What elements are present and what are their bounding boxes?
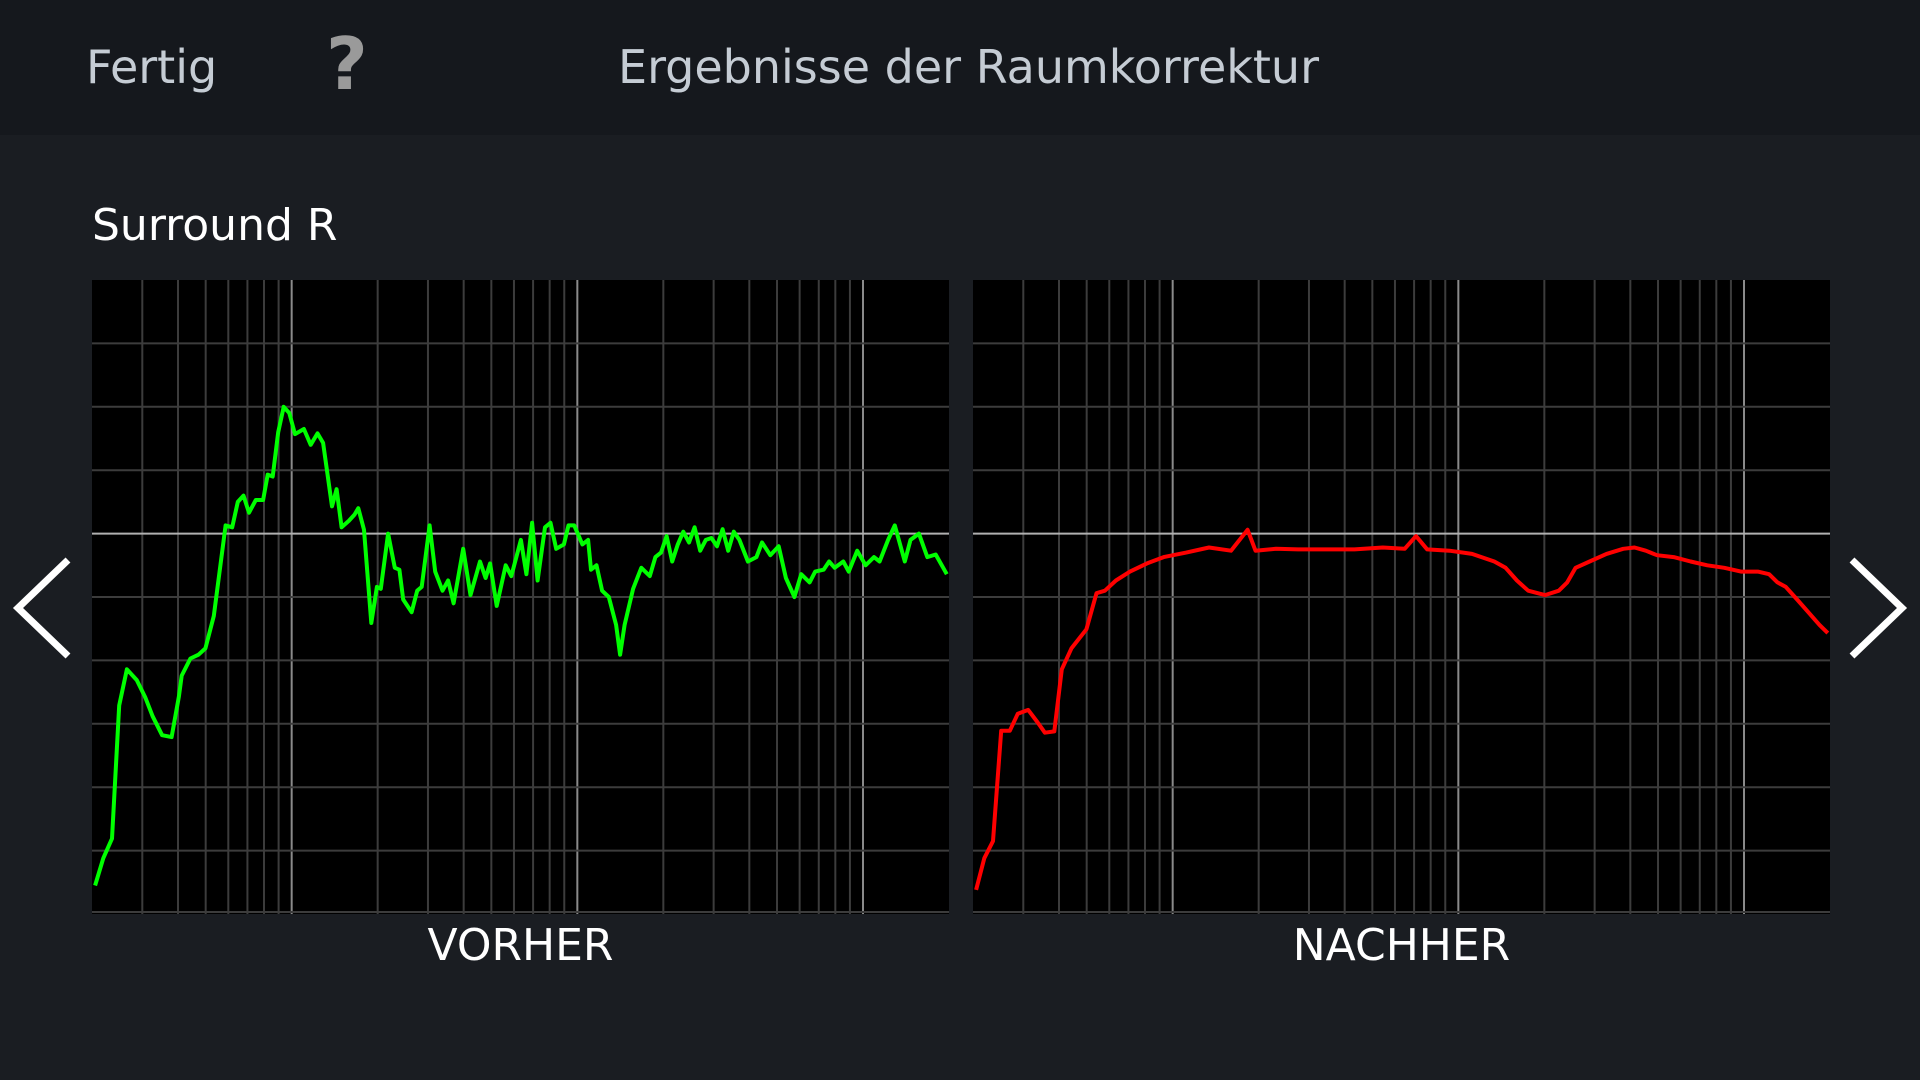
frequency-response-plot (92, 280, 949, 914)
after-response-curve (974, 527, 1830, 891)
help-icon[interactable]: ? (326, 22, 368, 106)
before-chart (92, 280, 949, 914)
before-label: VORHER (427, 920, 614, 971)
before-response-curve (93, 404, 949, 887)
chevron-left-icon (12, 557, 71, 659)
done-button[interactable]: Fertig (86, 40, 218, 94)
after-chart (973, 280, 1830, 914)
speaker-name: Surround R (92, 200, 338, 251)
chevron-right-icon (1849, 557, 1908, 659)
header-bar: Fertig ? Ergebnisse der Raumkorrektur (0, 0, 1920, 135)
previous-speaker-button[interactable] (10, 556, 74, 660)
next-speaker-button[interactable] (1846, 556, 1910, 660)
after-label: NACHHER (1292, 920, 1511, 971)
page-title: Ergebnisse der Raumkorrektur (618, 40, 1319, 94)
frequency-response-plot (973, 280, 1830, 914)
